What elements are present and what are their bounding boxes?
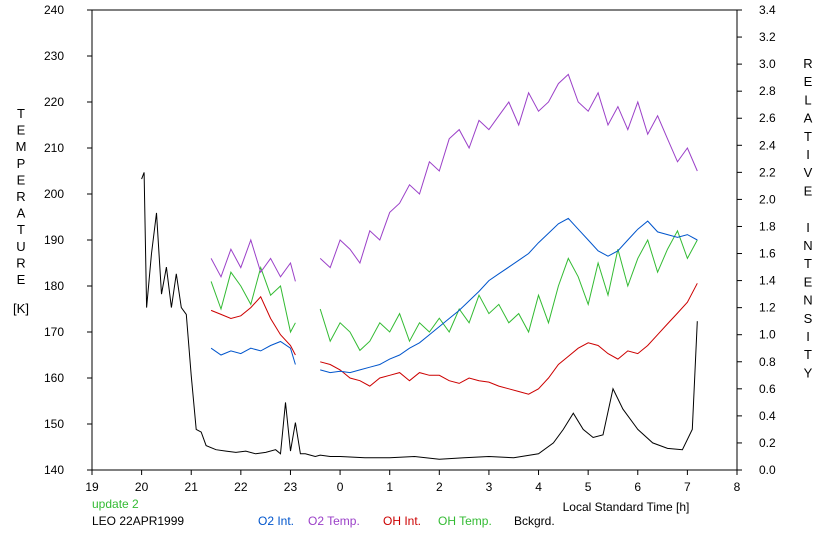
left-axis-title-letter: E bbox=[17, 172, 26, 187]
x-tick-label: 0 bbox=[337, 480, 344, 494]
y-right-tick-label: 1.2 bbox=[759, 301, 776, 315]
y-right-tick-label: 2.6 bbox=[759, 111, 776, 125]
right-axis-title-letter: L bbox=[804, 92, 811, 107]
left-axis-title-letter: T bbox=[17, 222, 25, 237]
right-axis-title-letter: I bbox=[806, 220, 810, 235]
x-tick-label: 8 bbox=[734, 480, 741, 494]
y-right-tick-label: 3.2 bbox=[759, 30, 776, 44]
right-axis-title-letter: S bbox=[804, 311, 813, 326]
left-axis-title-letter: U bbox=[16, 239, 25, 254]
right-axis-title-letter: Y bbox=[804, 365, 813, 380]
y-right-tick-label: 1.8 bbox=[759, 219, 776, 233]
x-tick-label: 22 bbox=[234, 480, 248, 494]
y-left-tick-label: 210 bbox=[44, 141, 64, 155]
x-tick-label: 5 bbox=[585, 480, 592, 494]
right-axis-title-letter: T bbox=[804, 129, 812, 144]
x-tick-label: 6 bbox=[634, 480, 641, 494]
x-tick-label: 2 bbox=[436, 480, 443, 494]
legend: O2 Int. O2 Temp. OH Int. OH Temp. Bckgrd. bbox=[258, 514, 555, 528]
y-right-tick-label: 2.8 bbox=[759, 84, 776, 98]
left-axis-title-letter: E bbox=[17, 272, 26, 287]
station-date-label: LEO 22APR1999 bbox=[92, 514, 184, 528]
y-right-tick-label: 0.2 bbox=[759, 436, 776, 450]
left-axis-title-letter: R bbox=[16, 255, 25, 270]
x-axis-title: Local Standard Time [h] bbox=[563, 500, 690, 514]
legend-entry: O2 Temp. bbox=[308, 514, 360, 528]
y-left-tick-label: 140 bbox=[44, 463, 64, 477]
right-axis-title-letter: E bbox=[804, 274, 813, 289]
y-right-tick-label: 1.6 bbox=[759, 247, 776, 261]
right-axis-title-letter: I bbox=[806, 147, 810, 162]
y-left-tick-label: 190 bbox=[44, 233, 64, 247]
x-tick-label: 3 bbox=[486, 480, 493, 494]
y-right-tick-label: 2.0 bbox=[759, 192, 776, 206]
series-o2-int-line bbox=[210, 217, 698, 374]
y-left-tick-label: 150 bbox=[44, 417, 64, 431]
y-left-tick-label: 200 bbox=[44, 187, 64, 201]
series-oh-temp-line bbox=[210, 229, 698, 352]
right-axis-title-letter: T bbox=[804, 347, 812, 362]
right-axis-title-letter: E bbox=[804, 74, 813, 89]
right-axis-title-letter: T bbox=[804, 256, 812, 271]
y-left-tick-label: 170 bbox=[44, 325, 64, 339]
left-axis-title-letter: E bbox=[17, 123, 26, 138]
x-tick-label: 21 bbox=[185, 480, 199, 494]
x-tick-label: 20 bbox=[135, 480, 149, 494]
y-left-tick-label: 220 bbox=[44, 95, 64, 109]
x-tick-label: 7 bbox=[684, 480, 691, 494]
series-oh-int-line bbox=[210, 283, 698, 395]
left-axis-title-letter: R bbox=[16, 189, 25, 204]
y-right-tick-label: 0.8 bbox=[759, 355, 776, 369]
y-left-tick-label: 240 bbox=[44, 3, 64, 17]
left-axis-title-letter: A bbox=[17, 206, 26, 221]
status-label: update 2 bbox=[92, 497, 139, 511]
legend-entry: Bckgrd. bbox=[514, 514, 555, 528]
left-axis-title-letter: M bbox=[16, 139, 27, 154]
right-axis-title-letter: E bbox=[804, 183, 813, 198]
left-axis-title-letter: P bbox=[17, 156, 26, 171]
y-left-tick-label: 180 bbox=[44, 279, 64, 293]
right-axis-title-letter: R bbox=[803, 56, 812, 71]
series-bckgrd-line bbox=[141, 172, 698, 460]
y-right-tick-label: 3.4 bbox=[759, 3, 776, 17]
right-axis-title-letter: V bbox=[804, 165, 813, 180]
left-axis-unit: [K] bbox=[13, 301, 29, 316]
legend-entry: OH Temp. bbox=[438, 514, 492, 528]
y-right-tick-label: 3.0 bbox=[759, 57, 776, 71]
y-right-tick-label: 1.4 bbox=[759, 274, 776, 288]
series-o2-temp-line bbox=[210, 73, 698, 282]
legend-entry: OH Int. bbox=[383, 514, 421, 528]
axis-layer: 19 20 21 22 23 0 1 2 3 4 5 6 7 8140150160170180190200… bbox=[44, 3, 776, 494]
y-right-tick-label: 0.0 bbox=[759, 463, 776, 477]
x-tick-label: 4 bbox=[535, 480, 542, 494]
x-tick-label: 19 bbox=[85, 480, 99, 494]
right-axis-title-letter: N bbox=[803, 238, 812, 253]
y-right-tick-label: 0.4 bbox=[759, 409, 776, 423]
series-layer bbox=[141, 73, 698, 460]
x-tick-label: 1 bbox=[386, 480, 393, 494]
y-left-tick-label: 160 bbox=[44, 371, 64, 385]
left-axis-title-letter: T bbox=[17, 106, 25, 121]
legend-entry: O2 Int. bbox=[258, 514, 294, 528]
right-axis-title-letter: A bbox=[804, 111, 813, 126]
x-tick-label: 23 bbox=[284, 480, 298, 494]
right-axis-title-letter: N bbox=[803, 293, 812, 308]
plot-frame bbox=[91, 9, 738, 471]
right-axis-title-letter: I bbox=[806, 329, 810, 344]
y-right-tick-label: 2.2 bbox=[759, 165, 776, 179]
y-left-tick-label: 230 bbox=[44, 49, 64, 63]
y-right-tick-label: 1.0 bbox=[759, 328, 776, 342]
y-right-tick-label: 0.6 bbox=[759, 382, 776, 396]
y-right-tick-label: 2.4 bbox=[759, 138, 776, 152]
